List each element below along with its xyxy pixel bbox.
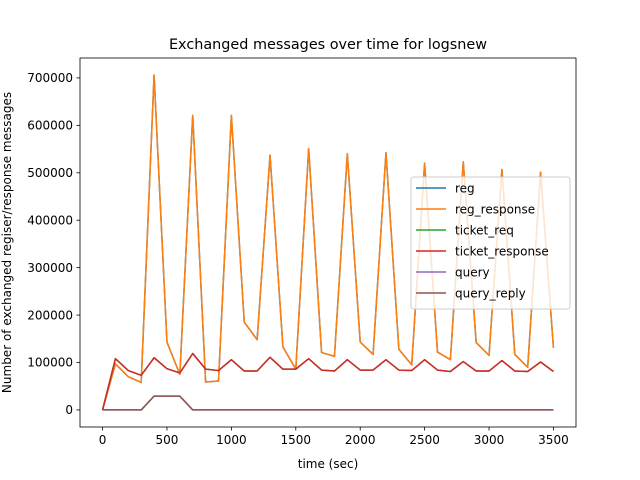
legend-label-ticket-req: ticket_req: [455, 224, 514, 238]
x-axis: 0 500 1000 1500 2000 2500 3000 3500: [99, 427, 569, 447]
legend-label-reg-response: reg_response: [455, 203, 535, 217]
series-line-ticket-response: [101, 352, 554, 411]
y-tick-label: 100000: [27, 356, 73, 370]
legend-label-query-reply: query_reply: [455, 287, 526, 301]
x-tick-label: 500: [156, 433, 179, 447]
legend-label-ticket-response: ticket_response: [455, 245, 549, 259]
legend-box: [410, 176, 571, 310]
x-tick-label: 1500: [281, 433, 312, 447]
chart-title: Exchanged messages over time for logsnew: [169, 37, 487, 53]
legend-label-reg: reg: [455, 182, 475, 196]
series-line-query-reply: [102, 395, 554, 411]
series-layer: [101, 74, 555, 411]
x-tick-label: 2000: [345, 433, 376, 447]
y-tick-label: 300000: [27, 261, 73, 275]
y-tick-label: 600000: [27, 119, 73, 133]
x-tick-label: 1000: [216, 433, 247, 447]
y-axis-label: Number of exchanged regiser/response mes…: [0, 92, 14, 393]
y-tick-label: 500000: [27, 166, 73, 180]
legend: reg reg_response ticket_req ticket_response…: [410, 176, 571, 310]
x-tick-label: 2500: [409, 433, 440, 447]
x-tick-label: 3500: [538, 433, 569, 447]
y-tick-label: 700000: [27, 71, 73, 85]
y-tick-label: 0: [65, 403, 73, 417]
y-axis: 0 100000 200000 300000 400000 500000 600000 700…: [27, 71, 80, 417]
y-tick-label: 200000: [27, 308, 73, 322]
legend-label-query: query: [455, 266, 490, 280]
x-tick-label: 3000: [474, 433, 505, 447]
series-line-reg-response: [101, 74, 555, 411]
x-tick-label: 0: [99, 433, 107, 447]
x-axis-label: time (sec): [298, 457, 359, 471]
y-tick-label: 400000: [27, 213, 73, 227]
plot-area-frame: [79, 57, 577, 428]
